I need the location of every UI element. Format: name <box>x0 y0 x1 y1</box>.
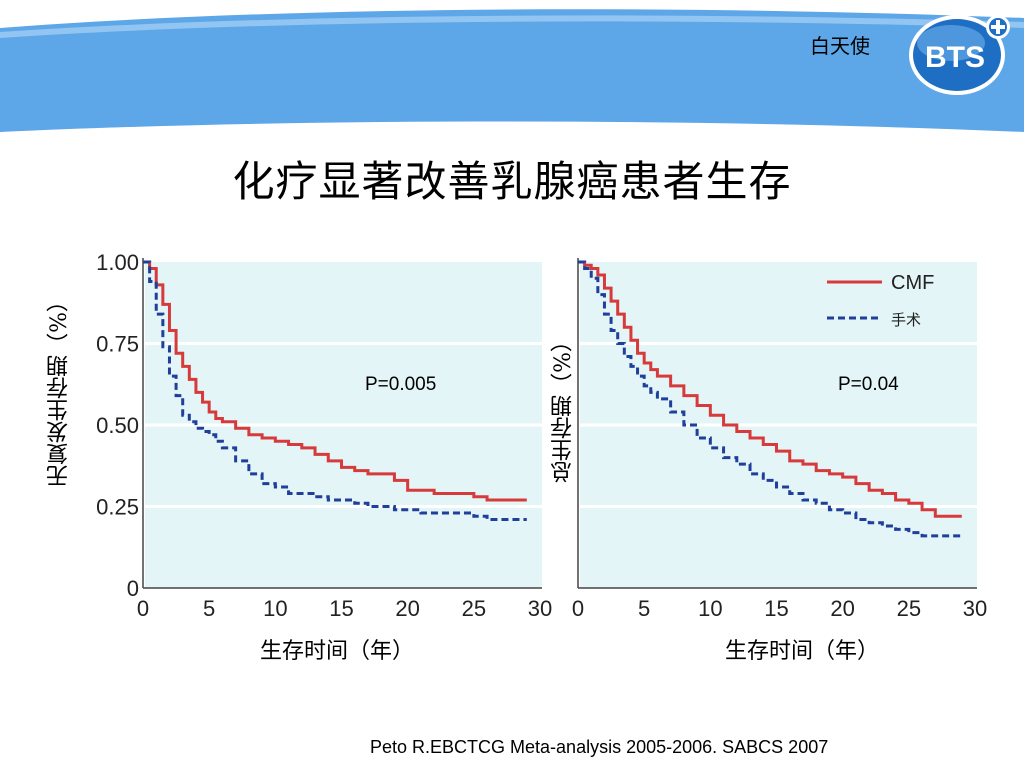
x-tick-label: 25 <box>462 596 486 621</box>
x-tick-label: 25 <box>897 596 921 621</box>
p-value-label: P=0.04 <box>838 374 899 395</box>
x-tick-label: 20 <box>395 596 419 621</box>
chart-os: 0 5 10 15 20 25 30 P=0.04 CMF 手术 <box>572 258 987 621</box>
legend-label: CMF <box>891 272 934 294</box>
series-cmf-line <box>578 260 962 518</box>
logo-text: BTS <box>925 41 985 74</box>
x-tick-label: 15 <box>329 596 353 621</box>
citation: Peto R.EBCTCG Meta-analysis 2005-2006. S… <box>370 737 829 757</box>
chart-right-xlabel: 生存时间（年） <box>725 639 880 664</box>
page-title: 化疗显著改善乳腺癌患者生存 <box>232 157 792 206</box>
y-tick-label: 0 <box>127 576 139 601</box>
x-tick-label: 0 <box>137 596 149 621</box>
series-surgery-line <box>143 260 527 522</box>
legend-label: 手术 <box>891 312 921 329</box>
series-cmf-line <box>143 260 527 502</box>
y-tick-label: 0.50 <box>96 413 139 438</box>
x-tick-label: 10 <box>263 596 287 621</box>
y-tick-label: 0.75 <box>96 332 139 357</box>
bts-logo: BTS <box>909 15 1010 95</box>
header-banner <box>0 9 1024 133</box>
x-tick-label: 20 <box>830 596 854 621</box>
chart-left-ylabel: 无复发生存期（%） <box>47 290 72 487</box>
x-tick-label: 5 <box>203 596 215 621</box>
x-tick-label: 0 <box>572 596 584 621</box>
x-tick-label: 15 <box>764 596 788 621</box>
y-tick-label: 0.25 <box>96 495 139 520</box>
chart-left-xlabel: 生存时间（年） <box>260 639 415 664</box>
p-value-label: P=0.005 <box>365 374 436 395</box>
logo-label: 白天使 <box>810 34 870 58</box>
series-surgery-line <box>578 260 962 538</box>
y-tick-label: 1.00 <box>96 250 139 275</box>
x-tick-label: 30 <box>528 596 552 621</box>
x-tick-label: 10 <box>698 596 722 621</box>
chart-rfs: 0 5 10 15 20 25 30 0 0.25 0.50 0.75 1.00 P=0.005 <box>96 250 552 621</box>
x-tick-label: 30 <box>963 596 987 621</box>
x-tick-label: 5 <box>638 596 650 621</box>
